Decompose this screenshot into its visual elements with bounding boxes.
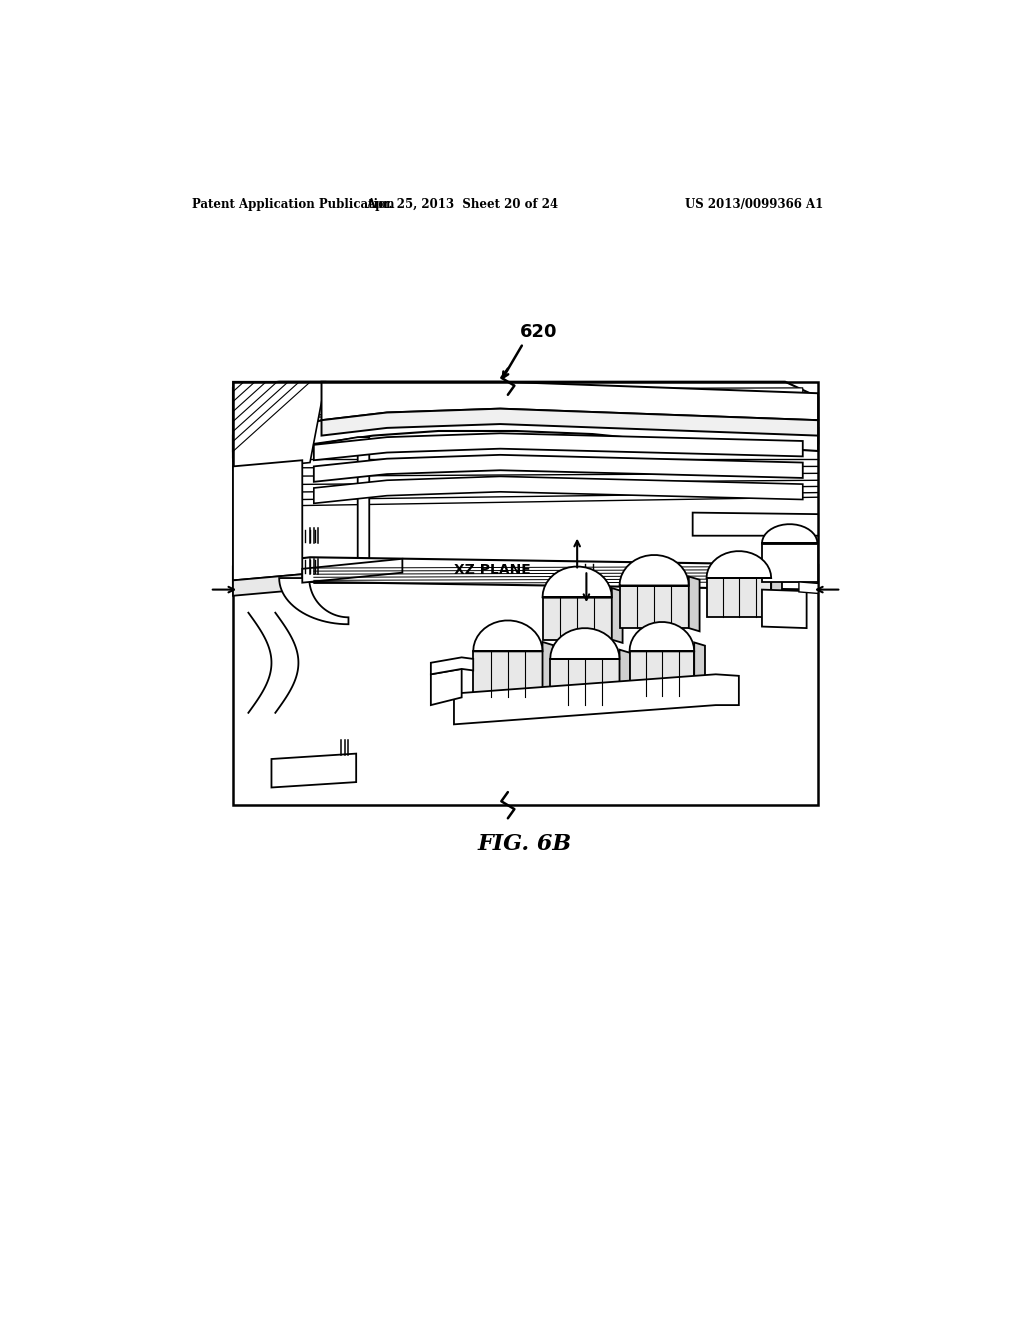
Polygon shape (620, 649, 631, 709)
Polygon shape (313, 433, 803, 461)
Polygon shape (543, 566, 611, 598)
Polygon shape (620, 586, 689, 628)
Polygon shape (233, 381, 326, 470)
Polygon shape (611, 589, 623, 643)
Polygon shape (322, 381, 818, 420)
Polygon shape (431, 657, 473, 675)
Polygon shape (707, 552, 771, 578)
Polygon shape (550, 659, 620, 705)
Polygon shape (233, 409, 818, 457)
Polygon shape (271, 754, 356, 788)
Bar (233, 381, 818, 805)
Polygon shape (454, 675, 739, 725)
Polygon shape (313, 477, 803, 503)
Text: FIG. 6B: FIG. 6B (478, 833, 571, 855)
Polygon shape (799, 582, 818, 594)
Polygon shape (762, 544, 818, 582)
Polygon shape (543, 598, 611, 640)
Polygon shape (295, 388, 803, 401)
Polygon shape (762, 590, 807, 628)
Polygon shape (762, 524, 817, 544)
Polygon shape (473, 620, 543, 651)
Polygon shape (473, 651, 543, 697)
Polygon shape (233, 461, 302, 581)
Polygon shape (302, 558, 402, 582)
Polygon shape (233, 574, 302, 595)
Text: Patent Application Publication: Patent Application Publication (193, 198, 394, 211)
Polygon shape (689, 577, 699, 631)
Polygon shape (694, 643, 705, 700)
Polygon shape (630, 651, 694, 696)
Text: Apr. 25, 2013  Sheet 20 of 24: Apr. 25, 2013 Sheet 20 of 24 (366, 198, 558, 211)
Polygon shape (707, 578, 771, 616)
Polygon shape (630, 622, 694, 651)
Polygon shape (620, 554, 689, 586)
Polygon shape (431, 669, 462, 705)
Text: US 2013/0099366 A1: US 2013/0099366 A1 (685, 198, 823, 211)
Polygon shape (313, 455, 803, 482)
Text: 620: 620 (520, 322, 557, 341)
Polygon shape (771, 570, 782, 620)
Polygon shape (295, 429, 803, 442)
Polygon shape (692, 512, 818, 536)
Polygon shape (233, 381, 818, 451)
Polygon shape (543, 642, 553, 701)
Polygon shape (233, 557, 818, 591)
Polygon shape (295, 416, 803, 429)
Polygon shape (280, 578, 348, 624)
Text: XZ PLANE: XZ PLANE (454, 564, 530, 577)
Polygon shape (233, 437, 370, 562)
Polygon shape (295, 401, 803, 414)
Polygon shape (550, 628, 620, 659)
Polygon shape (322, 409, 818, 436)
